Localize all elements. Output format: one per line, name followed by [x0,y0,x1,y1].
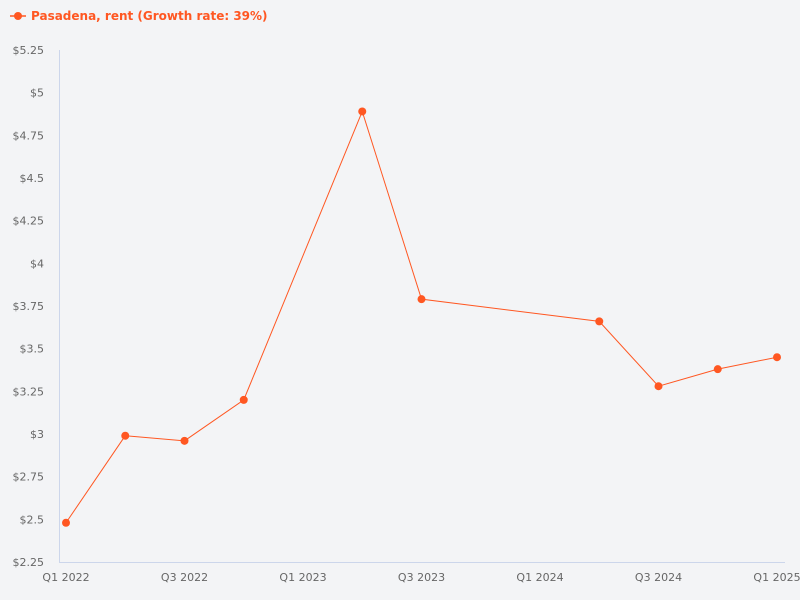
data-point[interactable] [417,295,426,304]
y-tick-label: $3.75 [13,300,45,313]
x-tick-label: Q3 2023 [398,571,445,584]
data-point[interactable] [121,431,130,440]
data-point[interactable] [62,518,70,527]
y-tick-label: $3 [30,428,44,441]
legend-marker-icon [10,12,26,20]
data-point[interactable] [773,353,781,362]
y-tick-label: $4.25 [13,215,45,228]
data-point[interactable] [180,436,189,445]
y-tick-label: $3.5 [20,343,45,356]
y-tick-label: $4 [30,257,44,270]
x-tick-label: Q1 2023 [279,571,326,584]
y-tick-label: $3.25 [13,385,45,398]
y-tick-label: $5.25 [13,44,45,57]
series-line [65,109,778,524]
data-point[interactable] [713,365,722,374]
y-tick-label: $4.5 [20,172,45,185]
y-tick-label: $2.5 [20,513,45,526]
x-tick-label: Q3 2022 [161,571,208,584]
y-tick-label: $2.75 [13,471,45,484]
x-tick-label: Q1 2025 [753,571,800,584]
data-point[interactable] [654,382,663,391]
series-pasadena-rent [62,107,781,527]
y-tick-label: $4.75 [13,129,45,142]
y-axis: $2.25 $2.5 $2.75 $3 $3.25 $3.5 $3.75 $4 $4.25 $4.… [13,44,45,569]
x-axis: Q1 2022 Q3 2022 Q1 2023 Q3 2023 Q1 2024 Q3 20… [42,571,800,584]
data-point[interactable] [595,317,604,326]
legend-item[interactable]: Pasadena, rent (Growth rate: 39%) [10,9,268,23]
x-tick-label: Q1 2024 [516,571,563,584]
y-tick-label: $5 [30,87,44,100]
y-tick-label: $2.25 [13,556,45,569]
x-tick-label: Q3 2024 [635,571,682,584]
x-tick-label: Q1 2022 [42,571,89,584]
data-point[interactable] [239,395,248,404]
legend-label: Pasadena, rent (Growth rate: 39%) [31,9,268,23]
data-point[interactable] [358,107,367,116]
